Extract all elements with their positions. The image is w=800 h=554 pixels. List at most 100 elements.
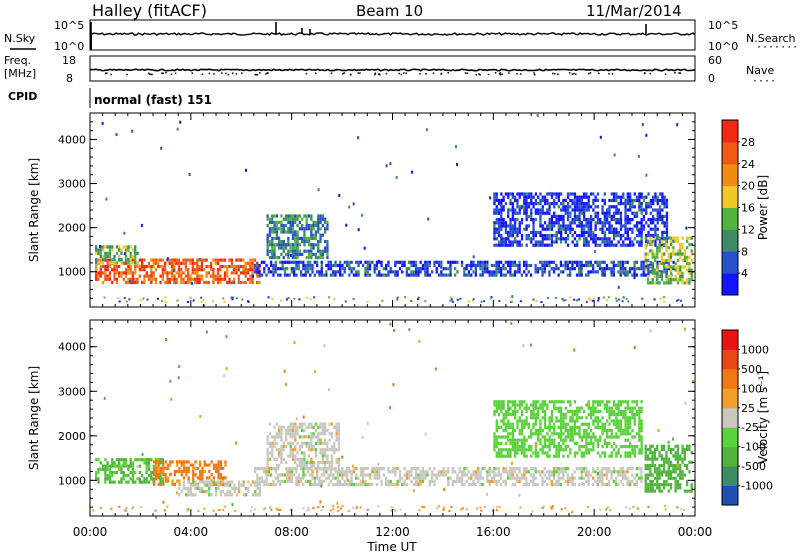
power-cell-3 <box>319 252 322 256</box>
velocity-cell-3 <box>408 476 411 480</box>
power-cell-2 <box>387 260 390 264</box>
velocity-cell-5 <box>573 425 577 429</box>
velocity-cell-4 <box>321 422 324 426</box>
power-cell-5 <box>669 252 673 256</box>
power-cell-4 <box>534 218 537 222</box>
velocity-cell-5 <box>612 419 616 423</box>
power-cell-4 <box>578 218 581 222</box>
velocity-cell-3 <box>566 476 569 480</box>
velocity-cell-4 <box>273 435 276 439</box>
velocity-cell-0 <box>134 458 137 462</box>
velocity-cell-5 <box>495 454 498 458</box>
power-cell-2 <box>279 273 282 277</box>
velocity-cell-5 <box>592 400 595 404</box>
power-cell-4 <box>661 208 664 212</box>
velocity-cell-5 <box>612 400 616 404</box>
velocity-cell-5 <box>610 445 613 449</box>
power-cell-3 <box>324 249 327 253</box>
velocity-cell-6 <box>672 467 675 471</box>
velocity-cell-5 <box>576 419 579 423</box>
velocity-cell-5 <box>617 409 620 413</box>
velocity-cell-5 <box>624 413 627 417</box>
power-cell-4 <box>633 214 636 218</box>
power-cell-4 <box>507 230 510 234</box>
velocity-cell-5 <box>543 409 547 413</box>
velocity-cell-3 <box>529 473 533 477</box>
velocity-cell-4 <box>333 448 336 452</box>
velocity-cell-5 <box>629 451 632 455</box>
power-cell-3 <box>307 249 311 253</box>
power-cell-2 <box>410 273 413 277</box>
nave-dot-60 <box>419 73 421 75</box>
velocity-cell-5 <box>617 422 620 426</box>
velocity-cell-3 <box>481 467 484 471</box>
velocity-noise-cell <box>103 396 106 400</box>
power-cell-3 <box>268 243 272 247</box>
power-cell-0 <box>95 277 98 281</box>
velocity-cell-3 <box>550 483 553 487</box>
power-colorbar-swatch-3 <box>722 207 738 230</box>
power-cell-4 <box>647 230 650 234</box>
power-cell-1 <box>101 254 105 259</box>
velocity-cell-6 <box>644 467 647 471</box>
power-cell-4 <box>608 237 611 241</box>
power-noise-cell <box>252 274 254 278</box>
power-cell-2 <box>357 273 360 277</box>
power-cell-2 <box>529 263 533 268</box>
velocity-cell-6 <box>646 463 650 468</box>
velocity-cell-0 <box>159 474 162 478</box>
power-cell-3 <box>321 217 324 221</box>
velocity-cell-5 <box>610 419 613 423</box>
velocity-cell-6 <box>690 486 693 490</box>
power-cell-5 <box>690 268 693 272</box>
velocity-cell-5 <box>633 445 636 449</box>
velocity-cell-3 <box>638 476 641 480</box>
power-ytick-label-0: 1000 <box>58 266 86 279</box>
velocity-cell-3 <box>325 470 328 474</box>
velocity-cell-5 <box>523 422 526 426</box>
velocity-cell-5 <box>589 409 593 413</box>
power-cell-2 <box>382 273 385 277</box>
velocity-cell-3 <box>552 483 556 487</box>
power-cell-2 <box>500 267 503 271</box>
power-cell-0 <box>219 277 222 281</box>
power-cell-3 <box>294 256 297 260</box>
power-cell-4 <box>500 234 503 238</box>
velocity-cell-5 <box>516 448 519 452</box>
velocity-cell-3 <box>410 467 413 471</box>
velocity-cell-4 <box>298 435 301 439</box>
velocity-strip-cell <box>263 507 266 510</box>
power-cell-5 <box>667 246 670 250</box>
power-cell-0 <box>138 264 141 269</box>
power-cell-4 <box>534 234 537 238</box>
velocity-cell-5 <box>587 441 590 445</box>
power-cell-0 <box>152 274 155 278</box>
velocity-cell-3 <box>433 479 436 483</box>
velocity-cell-4 <box>326 460 329 465</box>
velocity-cell-6 <box>663 460 666 464</box>
power-cell-2 <box>368 267 372 271</box>
power-cell-5 <box>660 252 663 256</box>
velocity-cell-3 <box>511 483 514 487</box>
velocity-cell-0 <box>108 464 112 468</box>
velocity-cell-3 <box>465 479 468 483</box>
velocity-cell-5 <box>511 448 514 452</box>
velocity-cell-5 <box>553 403 556 407</box>
power-cell-4 <box>640 240 643 244</box>
power-cell-2 <box>559 270 563 274</box>
power-cell-5 <box>679 268 682 272</box>
power-strip-cell <box>663 300 666 303</box>
power-cell-4 <box>629 192 632 196</box>
velocity-cell-5 <box>507 403 510 407</box>
power-cell-0 <box>237 258 240 262</box>
velocity-cell-1 <box>153 482 156 486</box>
velocity-cell-0 <box>106 474 109 478</box>
velocity-cell-5 <box>583 429 586 433</box>
velocity-cell-3 <box>592 476 595 480</box>
power-cell-3 <box>305 220 308 224</box>
velocity-cell-5 <box>566 422 570 426</box>
velocity-cell-4 <box>289 467 292 471</box>
velocity-cell-5 <box>583 451 586 455</box>
velocity-cell-3 <box>401 483 404 487</box>
velocity-cell-5 <box>509 413 512 417</box>
